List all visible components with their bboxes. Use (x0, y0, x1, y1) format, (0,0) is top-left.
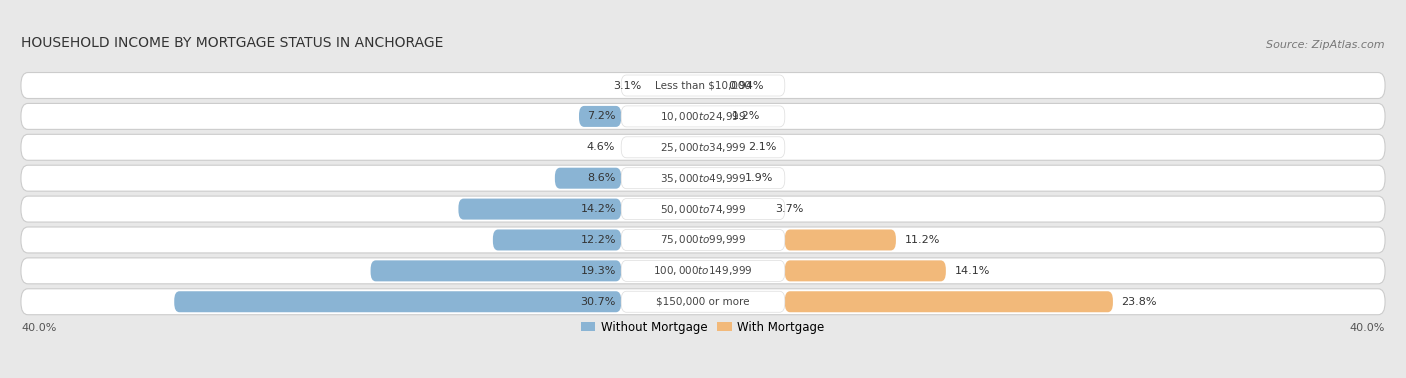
FancyBboxPatch shape (21, 196, 1385, 222)
FancyBboxPatch shape (21, 289, 1385, 315)
Text: 0.94%: 0.94% (728, 81, 763, 90)
FancyBboxPatch shape (579, 106, 621, 127)
Text: $10,000 to $24,999: $10,000 to $24,999 (659, 110, 747, 123)
Text: $150,000 or more: $150,000 or more (657, 297, 749, 307)
Text: 7.2%: 7.2% (588, 112, 616, 121)
Text: 2.1%: 2.1% (748, 142, 776, 152)
Text: $25,000 to $34,999: $25,000 to $34,999 (659, 141, 747, 154)
Text: 30.7%: 30.7% (581, 297, 616, 307)
Text: $50,000 to $74,999: $50,000 to $74,999 (659, 203, 747, 215)
Text: 12.2%: 12.2% (581, 235, 616, 245)
Text: $75,000 to $99,999: $75,000 to $99,999 (659, 234, 747, 246)
FancyBboxPatch shape (621, 168, 785, 189)
FancyBboxPatch shape (621, 229, 785, 251)
FancyBboxPatch shape (21, 134, 1385, 160)
FancyBboxPatch shape (621, 137, 785, 158)
FancyBboxPatch shape (621, 106, 785, 127)
Text: 3.1%: 3.1% (613, 81, 641, 90)
Legend: Without Mortgage, With Mortgage: Without Mortgage, With Mortgage (576, 316, 830, 338)
FancyBboxPatch shape (621, 291, 785, 312)
Text: 40.0%: 40.0% (21, 323, 56, 333)
Text: $35,000 to $49,999: $35,000 to $49,999 (659, 172, 747, 185)
FancyBboxPatch shape (621, 75, 785, 96)
FancyBboxPatch shape (21, 104, 1385, 129)
Text: 23.8%: 23.8% (1122, 297, 1157, 307)
Text: 11.2%: 11.2% (904, 235, 939, 245)
FancyBboxPatch shape (785, 260, 946, 281)
FancyBboxPatch shape (621, 198, 785, 220)
Text: 3.7%: 3.7% (775, 204, 804, 214)
Text: Source: ZipAtlas.com: Source: ZipAtlas.com (1267, 40, 1385, 50)
Text: 1.2%: 1.2% (733, 112, 761, 121)
FancyBboxPatch shape (555, 168, 621, 189)
Text: Less than $10,000: Less than $10,000 (655, 81, 751, 90)
FancyBboxPatch shape (494, 229, 621, 251)
FancyBboxPatch shape (785, 291, 1114, 312)
Text: 8.6%: 8.6% (588, 173, 616, 183)
FancyBboxPatch shape (621, 260, 785, 281)
FancyBboxPatch shape (458, 198, 621, 220)
Text: 19.3%: 19.3% (581, 266, 616, 276)
Text: $100,000 to $149,999: $100,000 to $149,999 (654, 264, 752, 277)
FancyBboxPatch shape (21, 73, 1385, 99)
Text: 1.9%: 1.9% (744, 173, 773, 183)
Text: 4.6%: 4.6% (586, 142, 616, 152)
FancyBboxPatch shape (21, 258, 1385, 284)
FancyBboxPatch shape (371, 260, 621, 281)
FancyBboxPatch shape (21, 165, 1385, 191)
FancyBboxPatch shape (785, 229, 896, 251)
FancyBboxPatch shape (174, 291, 621, 312)
Text: HOUSEHOLD INCOME BY MORTGAGE STATUS IN ANCHORAGE: HOUSEHOLD INCOME BY MORTGAGE STATUS IN A… (21, 36, 443, 50)
FancyBboxPatch shape (21, 227, 1385, 253)
Text: 14.2%: 14.2% (581, 204, 616, 214)
Text: 14.1%: 14.1% (955, 266, 990, 276)
Text: 40.0%: 40.0% (1350, 323, 1385, 333)
